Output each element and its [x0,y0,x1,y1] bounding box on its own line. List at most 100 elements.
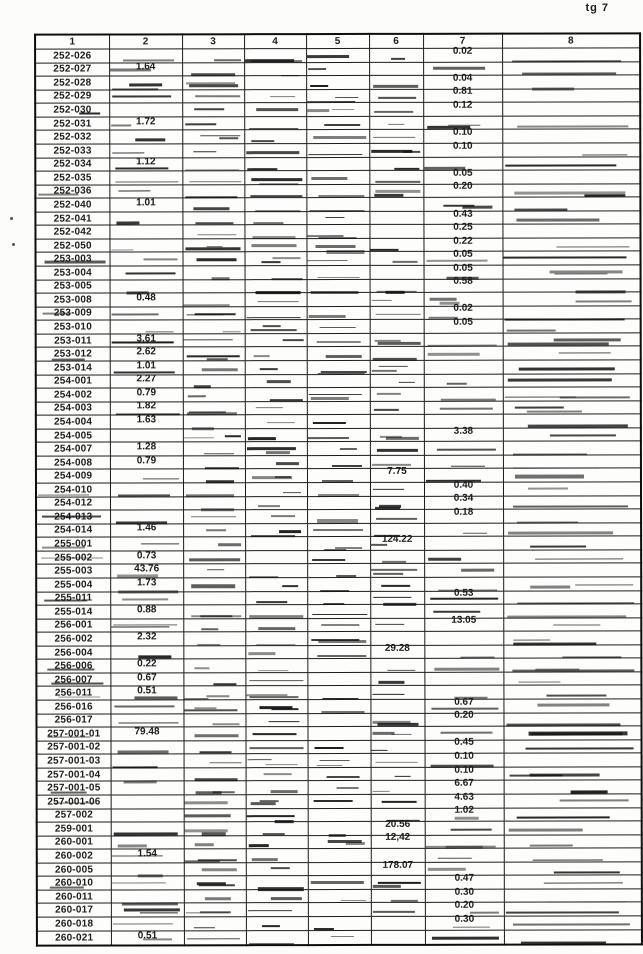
column-header: 4 [244,34,307,49]
cell-col6 [370,699,425,713]
cell-col2: 0.67 [110,672,184,687]
scan-artifact [189,411,227,414]
scan-artifact [204,897,232,901]
scan-artifact [201,868,237,872]
cell-col8 [502,305,641,321]
scan-artifact [266,422,295,424]
scan-artifact [392,260,418,264]
cell-col3 [183,862,246,877]
cell-col6 [369,224,424,239]
table-row: 256-002 2.32 [36,631,642,646]
scan-artifact [388,123,405,126]
scan-artifact [184,829,228,833]
cell-col8 [503,739,642,754]
cell-col5 [306,428,370,442]
cell-col4 [244,401,307,415]
cell-col6 [370,563,425,578]
cell-value: 1.46 [136,522,157,534]
table-row: 252-041 0.43 [35,208,641,226]
cell-col7: 1.02 [424,805,504,822]
table-row: 257-001-01 79.48 [36,725,642,741]
scan-artifact [43,312,71,315]
cell-value: 13.05 [451,615,477,627]
scan-artifact [282,584,299,588]
scan-artifact [111,882,167,884]
cell-col2: 0.79 [109,455,183,470]
cell-col2 [109,428,183,443]
cell-col3 [183,645,246,660]
cell-col4 [245,631,308,646]
cell-col3 [182,143,245,158]
scan-artifact [206,529,227,531]
table-row: 260-011 0.30 [36,886,642,906]
scan-artifact [193,150,217,153]
scan-artifact [312,613,367,616]
cell-col6 [370,767,425,781]
cell-col8 [502,115,641,130]
scan-artifact [270,514,295,518]
cell-value: 0.10 [454,764,474,776]
cell-col5 [306,156,370,171]
table-row: 254-009 7.75 [35,466,641,484]
cell-col2 [110,496,184,511]
scan-artifact [378,365,408,367]
scan-artifact [252,732,297,736]
cell-col8 [503,834,642,849]
scan-artifact [257,300,299,303]
table-row: 252-026 0.02 [35,46,641,63]
scan-artifact [394,775,411,778]
table-row: 253-010 0.05 [35,317,641,334]
scan-artifact [246,815,296,818]
cell-col8 [503,644,642,659]
column-header: 3 [182,34,245,49]
scan-artifact [371,749,388,751]
row-label: 254-014 [36,523,111,538]
scan-artifact [373,596,412,599]
cell-col8 [503,576,642,591]
table-row: 252-033 0.10 [35,140,641,158]
cell-value: 1.82 [136,400,157,412]
cell-col4 [245,563,308,579]
cell-col8 [502,291,641,306]
cell-col6 [370,712,425,727]
scan-artifact [461,568,495,572]
cell-col4 [245,794,308,809]
scan-artifact [257,504,281,508]
table-row: 253-004 0.05 [35,262,641,281]
scan-artifact [114,181,178,183]
row-label: 253-004 [35,265,110,280]
scan-artifact [307,68,327,70]
table-row: 254-010 0.40 [35,479,642,498]
row-label: 254-003 [35,401,110,416]
scan-artifact [185,123,217,126]
cell-value: 0.79 [136,387,157,399]
scan-artifact [197,234,237,236]
cell-col5 [307,780,371,795]
row-label: 253-008 [35,293,110,307]
cell-col5 [307,495,371,510]
scan-artifact [270,96,296,98]
cell-col3 [182,279,245,293]
cell-col4 [245,591,308,605]
cell-col4 [244,211,307,226]
cell-col8 [502,359,641,374]
table-row: 257-002 1.02 [36,805,642,823]
scan-artifact [317,655,367,657]
scan-artifact [554,273,608,275]
row-label: 256-001 [36,618,111,633]
row-label: 254-010 [35,482,111,497]
scan-artifact [575,300,632,303]
cell-col7 [423,332,503,347]
cell-col7: 0.12 [423,100,503,117]
scan-artifact [194,95,241,97]
cell-value: 0.10 [454,750,474,762]
scan-artifact [212,723,240,726]
cell-value: 0.40 [453,479,474,491]
cell-value: 0.02 [453,303,473,315]
cell-col6 [369,400,424,415]
row-label: 255-004 [36,577,111,592]
scan-artifact [282,338,304,342]
cell-value: 29.28 [384,642,410,654]
table-row: 254-014 1.46 [36,522,642,538]
cell-col5 [307,902,371,917]
